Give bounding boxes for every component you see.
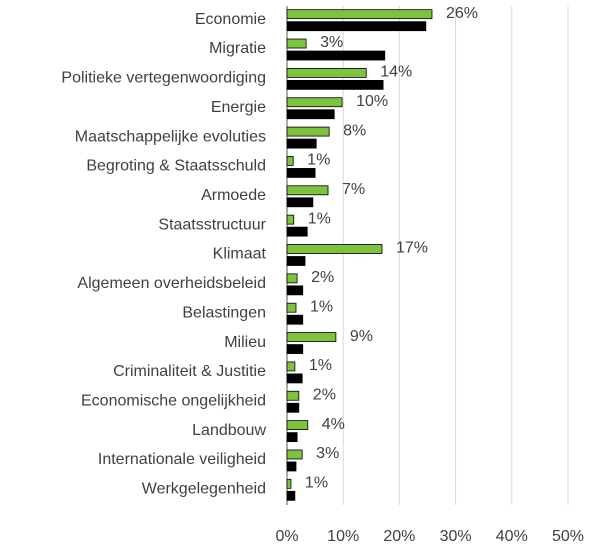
value-label: 14% [380, 64, 412, 81]
value-label: 26% [446, 5, 478, 22]
value-label: 3% [316, 445, 339, 462]
bar [286, 138, 317, 149]
y-tick-label: Energie [211, 99, 266, 116]
bar [286, 156, 294, 166]
bar [286, 314, 304, 325]
bar [286, 420, 309, 431]
bar [286, 373, 303, 384]
x-tick-label: 0% [275, 528, 298, 545]
y-tick-label: Economische ongelijkheid [81, 392, 266, 409]
bar [286, 185, 329, 196]
value-label: 9% [350, 328, 373, 345]
y-tick-label: Politieke vertegenwoordiging [61, 70, 266, 87]
value-label: 1% [308, 210, 331, 227]
bar [286, 478, 292, 489]
bar [286, 21, 427, 32]
bar [286, 461, 297, 472]
x-tick-label: 50% [552, 528, 584, 545]
value-label: 17% [396, 240, 428, 257]
bar [286, 285, 304, 296]
x-tick-label: 30% [440, 528, 472, 545]
y-tick-label: Klimaat [213, 246, 267, 263]
bar [286, 9, 433, 20]
bar [286, 332, 337, 342]
bar [286, 273, 298, 284]
bar [286, 361, 296, 372]
y-tick-label: Armoede [201, 187, 266, 204]
value-label: 8% [343, 122, 366, 139]
bar [286, 38, 307, 49]
y-tick-label: Staatsstructuur [158, 216, 266, 233]
bar [286, 244, 383, 254]
x-tick-label: 10% [327, 528, 359, 545]
x-tick-label: 40% [496, 528, 528, 545]
value-label: 2% [313, 386, 336, 403]
y-tick-label: Werkgelegenheid [142, 481, 266, 498]
value-label: 3% [320, 34, 343, 51]
bar [286, 126, 330, 137]
y-tick-label: Milieu [224, 334, 266, 351]
bar [286, 214, 295, 225]
bar [286, 50, 386, 61]
bar [286, 109, 335, 120]
bar [286, 67, 367, 78]
value-label: 1% [307, 152, 330, 169]
y-tick-label: Landbouw [192, 422, 266, 439]
bar [286, 168, 316, 178]
bar [286, 256, 306, 266]
bar [286, 226, 308, 237]
bar [286, 302, 297, 313]
y-tick-label: Migratie [209, 40, 266, 57]
value-label: 1% [310, 298, 333, 315]
y-tick-label: Maatschappelijke evoluties [75, 128, 266, 145]
value-label: 2% [311, 269, 334, 286]
bar [286, 432, 298, 443]
bar [286, 402, 300, 413]
bar [286, 390, 300, 401]
bar [286, 197, 314, 208]
y-tick-label: Economie [195, 11, 266, 28]
value-label: 4% [322, 416, 345, 433]
bar [286, 344, 304, 354]
bar [286, 490, 296, 501]
value-label: 7% [342, 181, 365, 198]
x-tick-label: 20% [383, 528, 415, 545]
value-label: 1% [309, 357, 332, 374]
y-tick-label: Criminaliteit & Justitie [113, 363, 266, 380]
value-label: 1% [305, 475, 328, 492]
bar [286, 449, 303, 460]
y-tick-label: Begroting & Staatsschuld [86, 158, 266, 175]
y-tick-label: Algemeen overheidsbeleid [77, 275, 266, 292]
y-tick-label: Belastingen [182, 304, 266, 321]
bar [286, 79, 384, 90]
value-label: 10% [356, 93, 388, 110]
y-tick-label: Internationale veiligheid [98, 451, 266, 468]
bar [286, 97, 343, 108]
